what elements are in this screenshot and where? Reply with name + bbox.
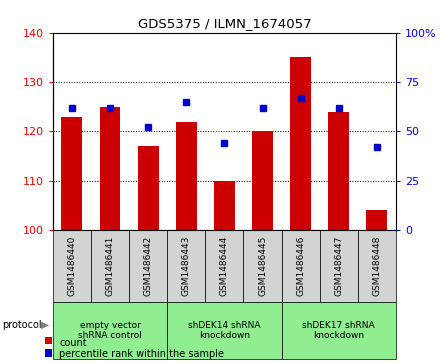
Bar (243, 230, 282, 302)
Bar (176, 122, 197, 230)
Text: GSM1486448: GSM1486448 (372, 236, 381, 296)
Bar (367, 211, 387, 230)
Bar (167, 230, 205, 302)
Bar (167, 302, 282, 359)
Text: shDEK17 shRNA
knockdown: shDEK17 shRNA knockdown (302, 321, 375, 340)
Text: GSM1486443: GSM1486443 (182, 236, 191, 296)
Text: GSM1486441: GSM1486441 (106, 236, 114, 296)
Bar (205, 230, 243, 302)
Text: GSM1486446: GSM1486446 (296, 236, 305, 296)
Bar (62, 117, 82, 230)
Text: shDEK14 shRNA
knockdown: shDEK14 shRNA knockdown (188, 321, 260, 340)
Text: GSM1486447: GSM1486447 (334, 236, 343, 296)
Bar (290, 57, 311, 230)
Title: GDS5375 / ILMN_1674057: GDS5375 / ILMN_1674057 (138, 17, 311, 30)
Bar (320, 230, 358, 302)
Text: GSM1486440: GSM1486440 (67, 236, 77, 296)
Bar (328, 112, 349, 230)
Text: protocol: protocol (2, 320, 42, 330)
Text: GSM1486444: GSM1486444 (220, 236, 229, 296)
Text: ▶: ▶ (41, 320, 49, 330)
Bar (99, 107, 121, 230)
Bar (138, 146, 158, 230)
Bar (129, 230, 167, 302)
Bar (214, 181, 235, 230)
Bar (53, 230, 91, 302)
Bar (91, 230, 129, 302)
Text: GSM1486445: GSM1486445 (258, 236, 267, 296)
Bar (282, 230, 320, 302)
Bar (358, 230, 396, 302)
Bar (282, 302, 396, 359)
Bar (45, 349, 52, 357)
Text: percentile rank within the sample: percentile rank within the sample (59, 349, 224, 359)
Bar (53, 302, 167, 359)
Bar (45, 337, 52, 344)
Text: count: count (59, 338, 87, 348)
Text: GSM1486442: GSM1486442 (143, 236, 153, 296)
Text: empty vector
shRNA control: empty vector shRNA control (78, 321, 142, 340)
Bar (252, 131, 273, 230)
